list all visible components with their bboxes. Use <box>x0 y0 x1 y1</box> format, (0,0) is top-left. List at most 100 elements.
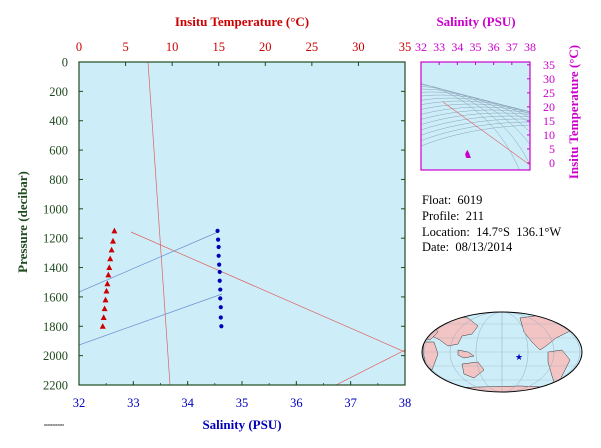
density-contour <box>421 103 530 112</box>
map-meridian <box>475 312 529 392</box>
temperature-point <box>105 271 112 278</box>
temperature-point <box>101 305 108 312</box>
density-contour <box>421 97 530 115</box>
map-graticule <box>422 312 582 392</box>
temperature-tick-label: 20 <box>259 40 272 54</box>
salinity-point <box>216 253 221 258</box>
ts-salinity-tick-label: 32 <box>415 40 427 54</box>
temperature-point <box>104 280 111 287</box>
density-contour <box>421 115 530 131</box>
ts-temperature-tick-label: 20 <box>543 100 555 114</box>
pressure-tick-label: 1800 <box>43 320 68 334</box>
temperature-point <box>99 323 106 329</box>
salinity-point <box>218 305 223 310</box>
continent-antarctica <box>439 385 571 392</box>
ts-temperature-tick-label: 30 <box>543 72 555 86</box>
temperature-point <box>103 287 110 294</box>
temperature-point <box>108 246 115 253</box>
profile-number-text: Profile: 211 <box>422 209 485 223</box>
density-contour <box>421 112 530 125</box>
salinity-tick-label: 38 <box>399 396 412 410</box>
temperature-tick-label: 15 <box>212 40 225 54</box>
ts-temperature-tick-label: 10 <box>543 128 555 142</box>
temperature-point <box>109 237 116 244</box>
pressure-tick-label: 600 <box>49 144 68 158</box>
main-guide-lines <box>79 62 405 385</box>
pressure-tick-label: 1600 <box>43 290 68 304</box>
salinity-point <box>218 315 223 320</box>
pressure-tick-label: 0 <box>62 56 68 70</box>
temperature-tick-label: 25 <box>306 40 319 54</box>
density-contour <box>421 84 530 166</box>
guide-line-4 <box>79 293 223 346</box>
world-map-inset: ★ <box>421 311 583 393</box>
pressure-tick-label: 1400 <box>43 261 68 275</box>
salinity-point <box>217 278 222 283</box>
temperature-point <box>106 264 113 271</box>
ts-temperature-tick-label: 5 <box>549 142 555 156</box>
ts-temperature-tick-label: 0 <box>549 156 555 170</box>
salinity-tick-label: 33 <box>127 396 140 410</box>
guide-line-0 <box>147 62 171 385</box>
map-meridian <box>449 312 555 392</box>
guide-lines-clip <box>79 62 405 385</box>
guide-line-1 <box>130 231 405 353</box>
ts-data-marks <box>464 149 471 158</box>
pressure-tick-label: 2200 <box>43 379 68 393</box>
float-location-star-icon: ★ <box>515 353 523 363</box>
salinity-point <box>215 237 221 242</box>
density-contour <box>421 118 530 136</box>
location-text: Location: 14.7°S 136.1°W <box>422 225 562 239</box>
ts-salinity-tick-label: 34 <box>451 40 463 54</box>
ts-temperature-tick-label: 35 <box>543 58 555 72</box>
temperature-point <box>102 296 109 303</box>
density-contour <box>421 94 530 119</box>
density-contour <box>421 83 520 170</box>
ts-temperature-title: Insitu Temperature (°C) <box>566 45 581 179</box>
salinity-tick-label: 36 <box>290 396 303 410</box>
temperature-tick-label: 10 <box>166 40 179 54</box>
salinity-point <box>218 287 223 292</box>
pressure-tick-label: 1000 <box>43 202 68 216</box>
guide-line-3 <box>79 231 219 293</box>
salinity-point <box>219 324 224 329</box>
temperature-axis-title: Insitu Temperature (°C) <box>175 14 309 29</box>
temperature-tick-label: 5 <box>122 40 128 54</box>
footnote-text: ############ <box>44 423 65 427</box>
ts-salinity-tick-label: 35 <box>470 40 482 54</box>
pressure-tick-label: 2000 <box>43 349 68 363</box>
salinity-point <box>218 296 223 301</box>
main-axes: 32 33 34 35 36 37 38 0 5 10 15 20 25 30 35 0 200 400 600 80… <box>43 40 411 410</box>
salinity-point <box>217 269 222 275</box>
ts-salinity-tick-label: 36 <box>488 40 500 54</box>
main-data-marks <box>99 227 224 329</box>
map-meridian <box>423 312 581 392</box>
ts-guide-line <box>442 101 530 166</box>
density-contour <box>421 91 530 124</box>
density-contour <box>421 106 530 115</box>
ts-temperature-tick-label: 15 <box>543 114 555 128</box>
pressure-profile-chart: 32 33 34 35 36 37 38 0 5 10 15 20 25 30 35 0 200 400 600 80… <box>15 14 411 432</box>
density-contour <box>421 109 530 120</box>
density-contours <box>421 83 530 170</box>
ts-salinity-title: Salinity (PSU) <box>436 14 515 29</box>
ts-point <box>466 153 471 158</box>
pressure-tick-label: 800 <box>49 173 68 187</box>
salinity-point <box>217 262 222 267</box>
pressure-tick-label: 400 <box>49 114 68 128</box>
pressure-axis-title: Pressure (decibar) <box>15 171 30 273</box>
salinity-axis-title: Salinity (PSU) <box>202 417 281 432</box>
ts-salinity-tick-label: 33 <box>433 40 445 54</box>
salinity-tick-label: 34 <box>181 396 194 410</box>
temperature-tick-label: 0 <box>76 40 82 54</box>
salinity-tick-label: 37 <box>344 396 357 410</box>
pressure-tick-label: 200 <box>49 85 68 99</box>
temperature-tick-label: 30 <box>352 40 365 54</box>
salinity-tick-label: 35 <box>236 396 249 410</box>
pressure-tick-label: 1200 <box>43 232 68 246</box>
salinity-tick-label: 32 <box>73 396 86 410</box>
continent-greenland <box>571 315 582 327</box>
